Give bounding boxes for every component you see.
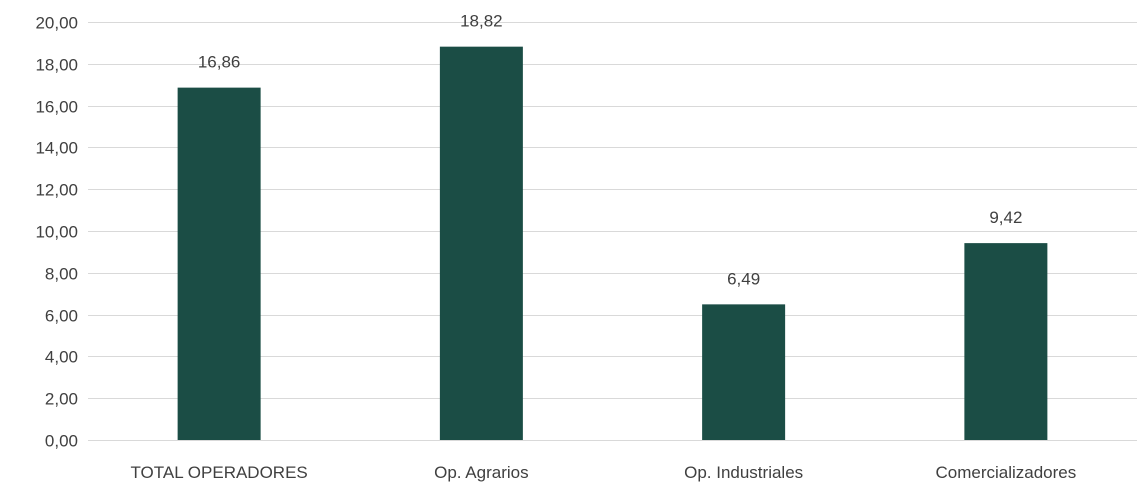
y-tick-label: 16,00 xyxy=(35,98,78,117)
y-tick-label: 18,00 xyxy=(35,56,78,75)
bar xyxy=(177,87,261,440)
y-tick-label: 4,00 xyxy=(45,348,78,367)
data-label: 9,42 xyxy=(989,208,1022,227)
x-tick-label: TOTAL OPERADORES xyxy=(130,463,307,482)
data-label: 18,82 xyxy=(460,12,503,31)
bar xyxy=(439,46,523,441)
bar xyxy=(702,304,786,440)
x-tick-label: Op. Agrarios xyxy=(434,463,529,482)
y-tick-label: 12,00 xyxy=(35,181,78,200)
x-tick-label: Comercializadores xyxy=(935,463,1076,482)
y-tick-label: 14,00 xyxy=(35,139,78,158)
data-labels: 16,86 18,82 6,49 9,42 xyxy=(198,12,1023,289)
x-axis-tick-labels: TOTAL OPERADORES Op. Agrarios Op. Industri… xyxy=(130,463,1076,482)
y-tick-label: 20,00 xyxy=(35,14,78,33)
y-tick-label: 10,00 xyxy=(35,223,78,242)
data-label: 6,49 xyxy=(727,269,760,288)
y-tick-label: 6,00 xyxy=(45,307,78,326)
data-label: 16,86 xyxy=(198,53,241,72)
gridlines xyxy=(88,22,1137,441)
bar xyxy=(964,243,1048,440)
y-tick-label: 2,00 xyxy=(45,390,78,409)
y-axis-tick-labels: 0,00 2,00 4,00 6,00 8,00 10,00 12,00 14,00 16,00… xyxy=(35,14,78,451)
y-tick-label: 0,00 xyxy=(45,432,78,451)
y-tick-label: 8,00 xyxy=(45,265,78,284)
bars xyxy=(177,46,1048,441)
x-tick-label: Op. Industriales xyxy=(684,463,803,482)
